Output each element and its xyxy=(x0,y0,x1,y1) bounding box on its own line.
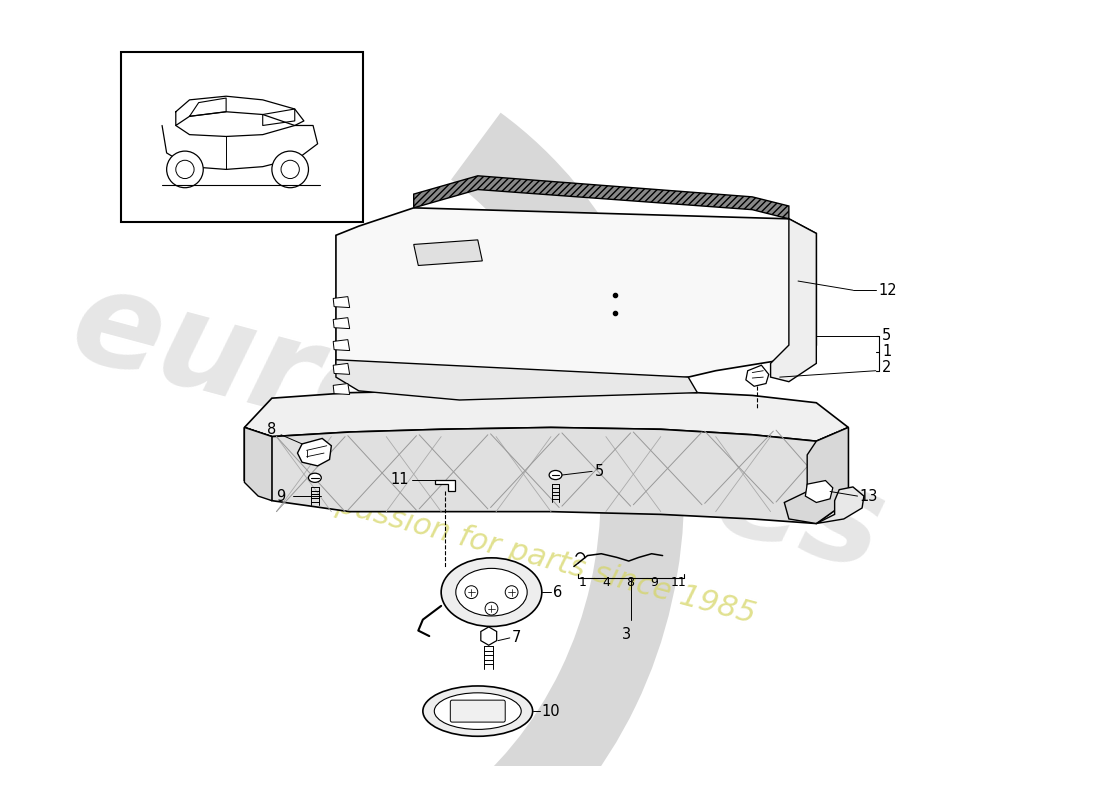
Polygon shape xyxy=(244,427,272,501)
Text: 12: 12 xyxy=(879,282,898,298)
Text: 1: 1 xyxy=(882,344,891,359)
Circle shape xyxy=(166,151,204,188)
Text: 6: 6 xyxy=(553,585,562,600)
FancyBboxPatch shape xyxy=(450,700,505,722)
Ellipse shape xyxy=(549,470,562,480)
Polygon shape xyxy=(333,363,350,374)
Text: 5: 5 xyxy=(882,329,891,343)
Polygon shape xyxy=(771,219,816,382)
Polygon shape xyxy=(333,297,350,307)
Ellipse shape xyxy=(308,474,321,482)
Text: 8: 8 xyxy=(267,422,276,437)
Polygon shape xyxy=(805,481,833,502)
Text: 7: 7 xyxy=(512,630,521,646)
Polygon shape xyxy=(816,487,864,523)
Polygon shape xyxy=(434,480,455,490)
Text: 4: 4 xyxy=(603,576,611,589)
Text: 9: 9 xyxy=(650,576,658,589)
Text: 2: 2 xyxy=(882,361,892,375)
Ellipse shape xyxy=(422,686,532,736)
Ellipse shape xyxy=(441,558,542,626)
Polygon shape xyxy=(336,360,697,400)
Text: 11: 11 xyxy=(670,576,686,589)
Polygon shape xyxy=(244,427,848,523)
Polygon shape xyxy=(414,176,789,219)
Bar xyxy=(121,52,363,222)
Polygon shape xyxy=(297,438,331,466)
Text: 13: 13 xyxy=(859,489,878,503)
Circle shape xyxy=(485,602,498,615)
Polygon shape xyxy=(244,389,848,441)
Polygon shape xyxy=(244,427,272,501)
Polygon shape xyxy=(746,366,769,386)
Text: 11: 11 xyxy=(390,472,409,487)
Circle shape xyxy=(280,160,299,178)
Ellipse shape xyxy=(455,568,527,616)
Polygon shape xyxy=(414,240,482,266)
Text: 3: 3 xyxy=(621,627,630,642)
Text: 10: 10 xyxy=(542,704,560,718)
Circle shape xyxy=(465,586,477,598)
Text: a passion for parts since 1985: a passion for parts since 1985 xyxy=(306,482,759,630)
Circle shape xyxy=(176,160,194,178)
Text: 1: 1 xyxy=(579,576,587,589)
Circle shape xyxy=(272,151,308,188)
Polygon shape xyxy=(784,427,848,523)
Polygon shape xyxy=(333,318,350,329)
Text: 9: 9 xyxy=(276,489,286,503)
Polygon shape xyxy=(336,208,816,393)
Polygon shape xyxy=(333,383,350,394)
Text: eurospares: eurospares xyxy=(58,258,898,597)
Polygon shape xyxy=(333,340,350,350)
Circle shape xyxy=(505,586,518,598)
Ellipse shape xyxy=(434,693,521,730)
Text: 8: 8 xyxy=(627,576,635,589)
Text: 5: 5 xyxy=(595,464,604,479)
